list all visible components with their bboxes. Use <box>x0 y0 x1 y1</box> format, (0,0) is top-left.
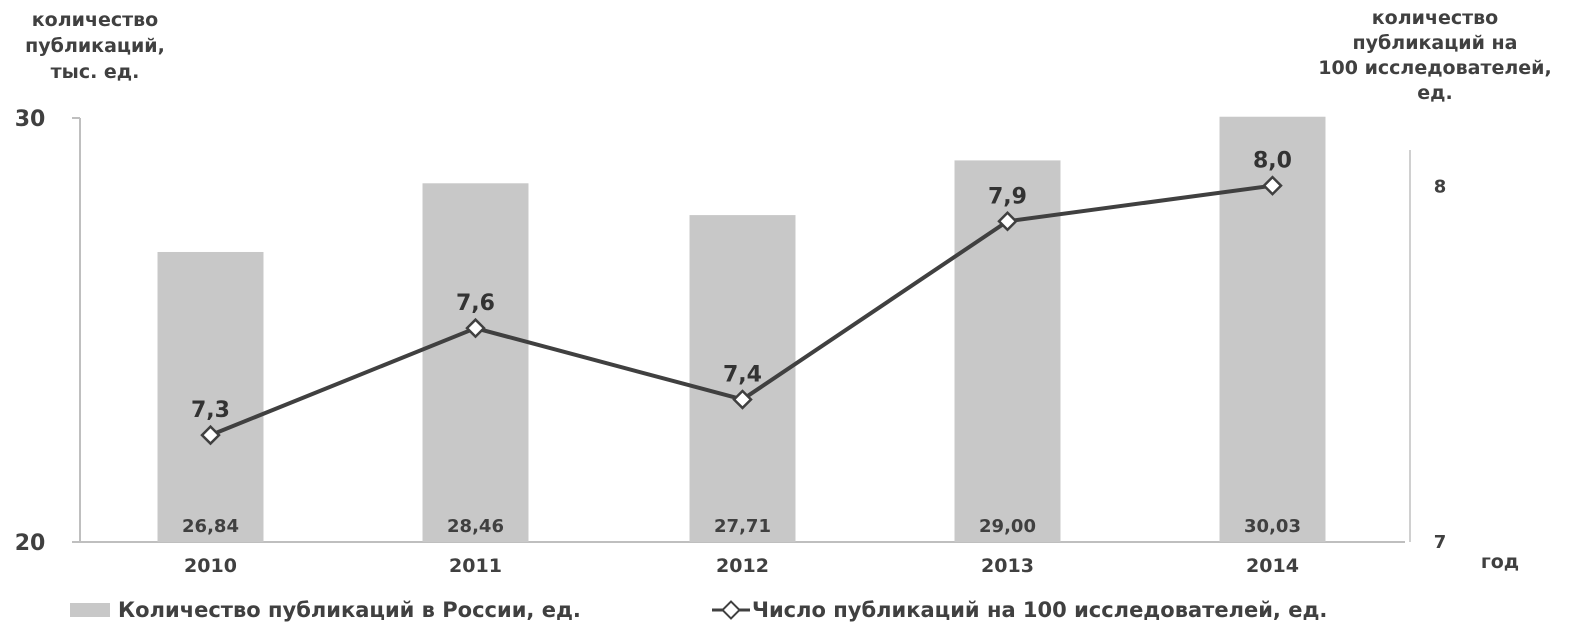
right-axis-title-line: ед. <box>1417 82 1452 104</box>
category-label: 2010 <box>184 555 237 577</box>
bar-value-label: 29,00 <box>979 516 1036 537</box>
legend-line-marker <box>721 600 741 620</box>
series-point <box>465 317 486 339</box>
category-label: 2012 <box>716 555 769 577</box>
left-tick-label: 20 <box>15 531 46 556</box>
legend-bar-swatch <box>70 603 110 617</box>
category-label: 2013 <box>981 555 1034 577</box>
legend: Количество публикаций в России, ед. Числ… <box>70 598 1327 622</box>
bars <box>157 116 1326 542</box>
series-point <box>200 424 221 446</box>
bar-value-label: 27,71 <box>714 516 771 537</box>
bar-labels: 26,84 28,46 27,71 29,00 30,03 <box>182 516 1301 537</box>
left-tick-label: 30 <box>15 107 46 132</box>
bar <box>689 215 796 542</box>
point-value-label: 7,9 <box>988 184 1027 209</box>
bar <box>157 251 264 542</box>
bar-value-label: 30,03 <box>1244 516 1301 537</box>
right-axis-title-line: публикаций на <box>1353 32 1518 54</box>
x-axis-title: год <box>1481 551 1519 573</box>
category-label: 2011 <box>449 555 502 577</box>
point-value-label: 7,3 <box>191 398 230 423</box>
right-axis-title: количество публикаций на 100 исследователе… <box>1318 7 1551 104</box>
series-point <box>732 389 753 410</box>
legend-line-label: Число публикаций на 100 исследователей, … <box>752 598 1327 622</box>
left-axis-title: количество публикаций, тыс. ед. <box>25 9 165 83</box>
left-axis-title-line: количество <box>32 9 158 31</box>
point-value-label: 7,4 <box>723 362 762 387</box>
series-point <box>997 211 1018 232</box>
bar-value-label: 26,84 <box>182 516 239 537</box>
point-value-label: 7,6 <box>456 291 495 316</box>
bar <box>422 183 529 542</box>
category-label: 2014 <box>1246 555 1299 577</box>
axes: 20 30 7 8 <box>15 107 1447 556</box>
left-axis-title-line: публикаций, <box>25 35 165 57</box>
right-tick-label: 7 <box>1434 532 1447 553</box>
bar-value-label: 28,46 <box>447 516 504 537</box>
right-axis-title-line: количество <box>1372 7 1498 29</box>
category-labels: 2010 2011 2012 2013 2014 <box>184 555 1299 577</box>
line-series <box>200 175 1283 446</box>
point-labels: 7,3 7,6 7,4 7,9 8,0 <box>191 149 1292 423</box>
legend-bar-label: Количество публикаций в России, ед. <box>118 598 581 622</box>
left-axis-title-line: тыс. ед. <box>51 61 140 83</box>
right-tick-label: 8 <box>1434 177 1447 198</box>
right-axis-title-line: 100 исследователей, <box>1318 57 1551 79</box>
point-value-label: 8,0 <box>1253 149 1292 174</box>
series-point <box>1262 175 1283 196</box>
